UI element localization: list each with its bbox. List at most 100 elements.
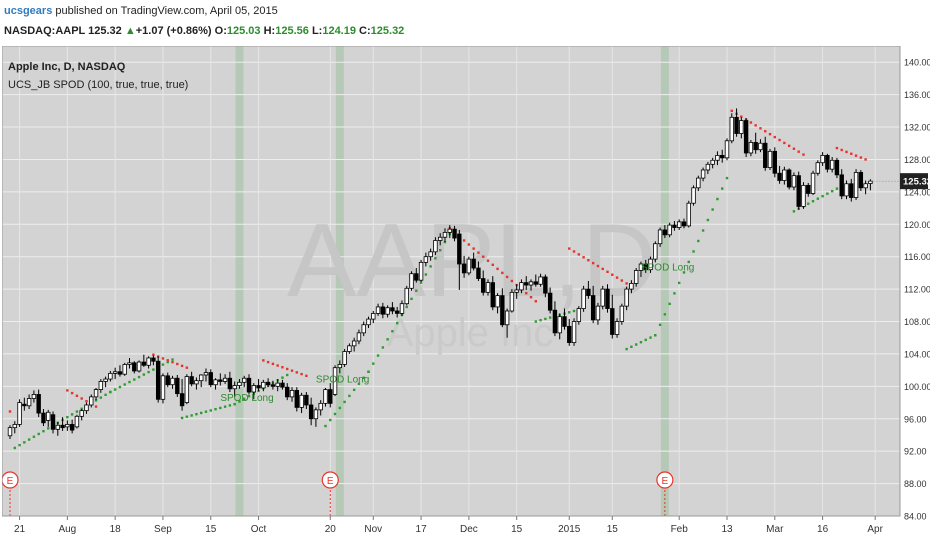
bull-candle	[667, 224, 672, 236]
bull-candle	[571, 321, 577, 343]
long-stop-dot	[725, 176, 729, 180]
bear-candle	[175, 377, 180, 395]
quote-line: NASDAQ:AAPL 125.32 ▲+1.07 (+0.86%) O:125…	[4, 25, 404, 37]
chart-frame[interactable]: AAPL,D Apple Inc SPOD Long SPOD Long SPOD …	[1, 45, 932, 548]
bull-candle	[89, 396, 94, 406]
long-stop-dot	[18, 443, 21, 447]
short-stop-dot	[472, 247, 475, 250]
long-stop-dot	[572, 309, 576, 313]
short-stop-dot	[840, 148, 843, 152]
long-stop-dot	[238, 400, 241, 403]
short-stop-dot	[587, 259, 590, 262]
bear-candle	[328, 389, 333, 404]
long-stop-dot	[673, 292, 676, 295]
bull-candle	[194, 380, 199, 385]
long-stop-dot	[381, 346, 385, 349]
plot-area[interactable]	[2, 46, 900, 516]
long-stop-dot	[654, 334, 657, 337]
bull-candle	[409, 273, 414, 289]
bull-candle	[31, 394, 37, 399]
bull-candle	[782, 169, 787, 181]
bull-candle	[93, 389, 99, 398]
short-stop-dot	[768, 132, 772, 136]
long-stop-dot	[42, 429, 45, 433]
short-stop-dot	[66, 389, 69, 392]
bull-candle	[313, 409, 319, 420]
short-stop-dot	[787, 144, 791, 148]
price-axis[interactable]: 140.00 136.00 132.00 128.00 124.00 120.00 116.…	[904, 58, 932, 522]
long-stop-dot	[548, 316, 552, 319]
short-stop-dot	[620, 279, 624, 282]
bull-candle	[810, 172, 816, 194]
bull-candle	[213, 379, 218, 386]
bear-candle	[208, 372, 213, 386]
x-tick-label: 2015	[558, 524, 581, 535]
bull-candle	[375, 306, 381, 314]
long-stop-dot	[644, 338, 647, 342]
short-stop-dot	[271, 362, 275, 366]
legend-title: Apple Inc, D, NASDAQ	[8, 61, 126, 73]
bull-candle	[868, 180, 873, 184]
earnings-label: E	[327, 476, 334, 487]
bull-candle	[514, 289, 519, 293]
grid-lines	[2, 46, 900, 517]
long-stop-dot	[99, 396, 103, 399]
long-stop-dot	[286, 373, 289, 377]
short-stop-dot	[180, 364, 184, 368]
short-stop-dot	[625, 282, 628, 285]
bull-candle	[700, 169, 706, 179]
long-stop-dot	[835, 187, 839, 190]
bull-candle	[820, 154, 825, 164]
long-stop-dot	[372, 362, 375, 365]
bull-candle	[108, 372, 113, 380]
short-stop-dot	[94, 405, 98, 408]
bull-candle	[504, 310, 510, 326]
long-stop-dot	[362, 376, 365, 379]
bull-candle	[863, 183, 868, 189]
short-stop-dot	[740, 115, 743, 118]
bull-candle	[595, 305, 601, 321]
long-stop-dot	[816, 197, 820, 200]
long-stop-dot	[539, 319, 542, 322]
bull-candle	[7, 427, 13, 437]
long-stop-dot	[668, 302, 671, 306]
time-axis[interactable]: 21 Aug 18 Sep 15 Oct 20 Nov 17 Dec 15 2015 15 Feb 13 Ma…	[14, 516, 884, 535]
long-stop-dot	[376, 354, 380, 357]
long-stop-dot	[811, 200, 815, 203]
bear-candle	[218, 379, 223, 382]
bull-candle	[691, 187, 696, 204]
long-stop-dot	[75, 410, 79, 413]
short-stop-dot	[797, 150, 800, 153]
bear-candle	[132, 362, 137, 372]
long-stop-dot	[137, 375, 141, 379]
long-stop-dot	[200, 411, 203, 415]
bull-candle	[385, 307, 390, 315]
long-stop-dot	[439, 249, 442, 252]
long-stop-dot	[152, 368, 155, 371]
short-stop-dot	[290, 369, 294, 372]
publisher-username[interactable]: ucsgears	[4, 5, 53, 17]
y-tick-label: 108.00	[904, 317, 930, 327]
x-tick-label: 15	[607, 524, 619, 535]
long-stop-dot	[658, 323, 662, 327]
short-stop-dot	[845, 150, 848, 154]
x-tick-label: 18	[110, 524, 122, 535]
long-stop-dot	[357, 382, 361, 386]
bull-candle	[361, 324, 366, 334]
x-tick-label: Apr	[867, 524, 883, 535]
bear-candle	[380, 306, 386, 315]
bull-candle	[26, 398, 32, 407]
short-stop-dot	[582, 256, 585, 259]
long-stop-dot	[171, 358, 174, 361]
long-stop-dot	[568, 311, 571, 314]
bull-candle	[600, 288, 605, 307]
bear-candle	[227, 377, 233, 390]
x-tick-label: 13	[721, 524, 733, 535]
price-change: +1.07 (+0.86%)	[135, 25, 212, 37]
long-stop-dot	[338, 406, 342, 410]
bear-candle	[60, 424, 65, 429]
bear-candle	[256, 385, 261, 389]
bear-candle	[743, 120, 749, 154]
last-price: 125.32	[88, 25, 122, 37]
